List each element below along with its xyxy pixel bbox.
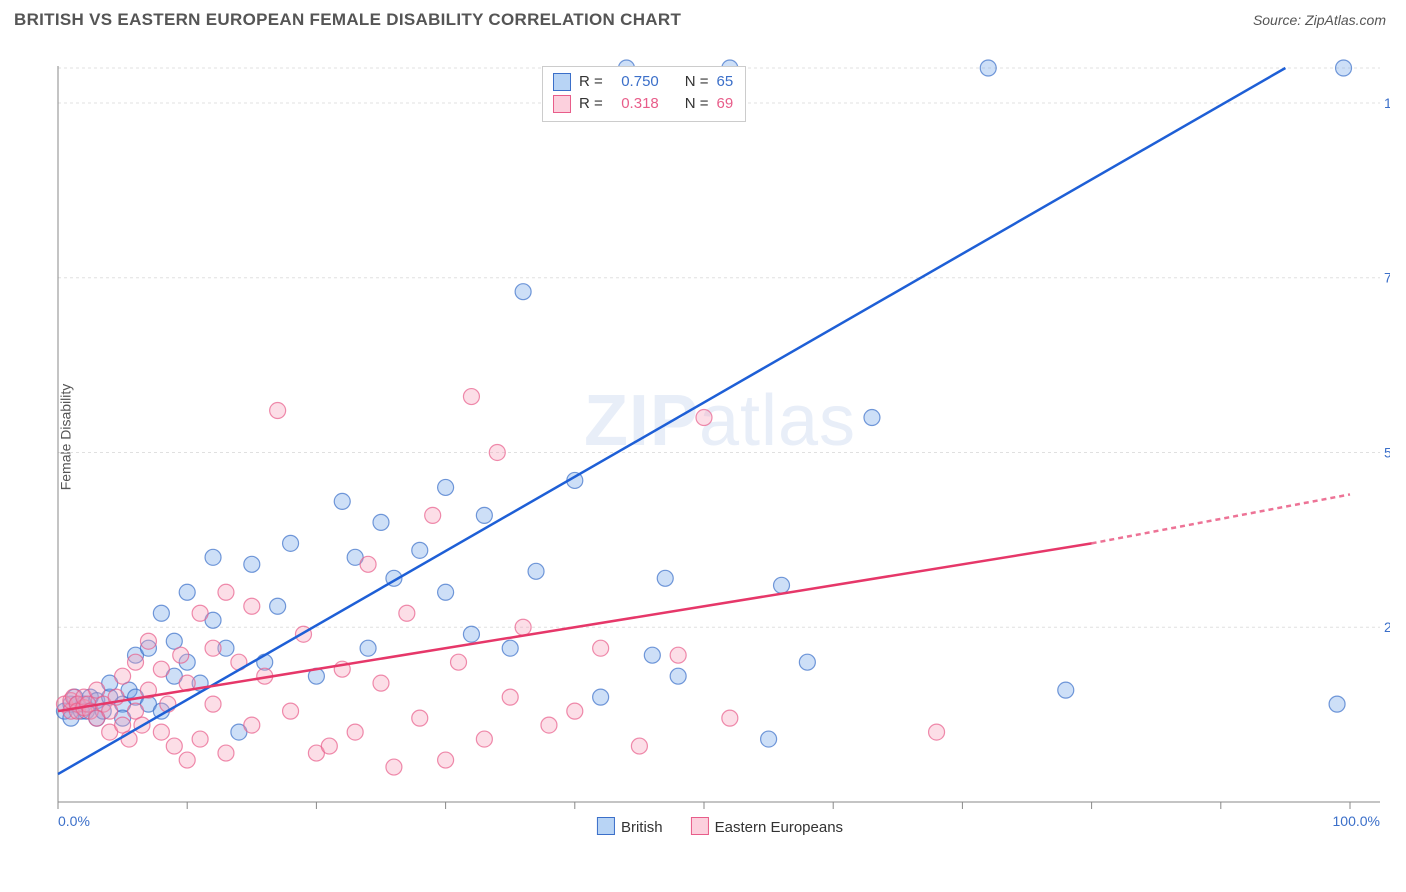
n-label: N = [685,93,709,115]
legend-swatch [553,95,571,113]
n-label: N = [685,71,709,93]
svg-text:25.0%: 25.0% [1384,619,1390,635]
source-label: Source: ZipAtlas.com [1253,12,1386,28]
r-label: R = [579,71,603,93]
legend-swatch [597,817,615,835]
chart-area: Female Disability ZIPatlas 25.0%50.0%75.… [50,42,1390,832]
chart-header: BRITISH VS EASTERN EUROPEAN FEMALE DISAB… [0,0,1406,34]
svg-text:0.0%: 0.0% [58,813,90,829]
legend-label: Eastern Europeans [715,819,843,836]
r-value: 0.750 [611,71,659,93]
svg-text:50.0%: 50.0% [1384,444,1390,460]
legend-label: British [621,819,663,836]
n-value: 69 [717,93,734,115]
svg-text:75.0%: 75.0% [1384,270,1390,286]
legend-row: R = 0.750 N = 65 [553,71,733,93]
correlation-legend: R = 0.750 N = 65 R = 0.318 N = 69 [542,66,746,122]
series-legend: British Eastern Europeans [597,817,843,836]
legend-item: Eastern Europeans [691,817,843,836]
n-value: 65 [717,71,734,93]
legend-swatch [553,73,571,91]
svg-text:100.0%: 100.0% [1333,813,1380,829]
svg-text:100.0%: 100.0% [1384,95,1390,111]
chart-title: BRITISH VS EASTERN EUROPEAN FEMALE DISAB… [14,10,681,30]
r-label: R = [579,93,603,115]
legend-swatch [691,817,709,835]
legend-row: R = 0.318 N = 69 [553,93,733,115]
r-value: 0.318 [611,93,659,115]
scatter-plot: 25.0% 50.0% 75.0% 100.0% 0.0% 100.0% [50,42,1390,832]
legend-item: British [597,817,663,836]
